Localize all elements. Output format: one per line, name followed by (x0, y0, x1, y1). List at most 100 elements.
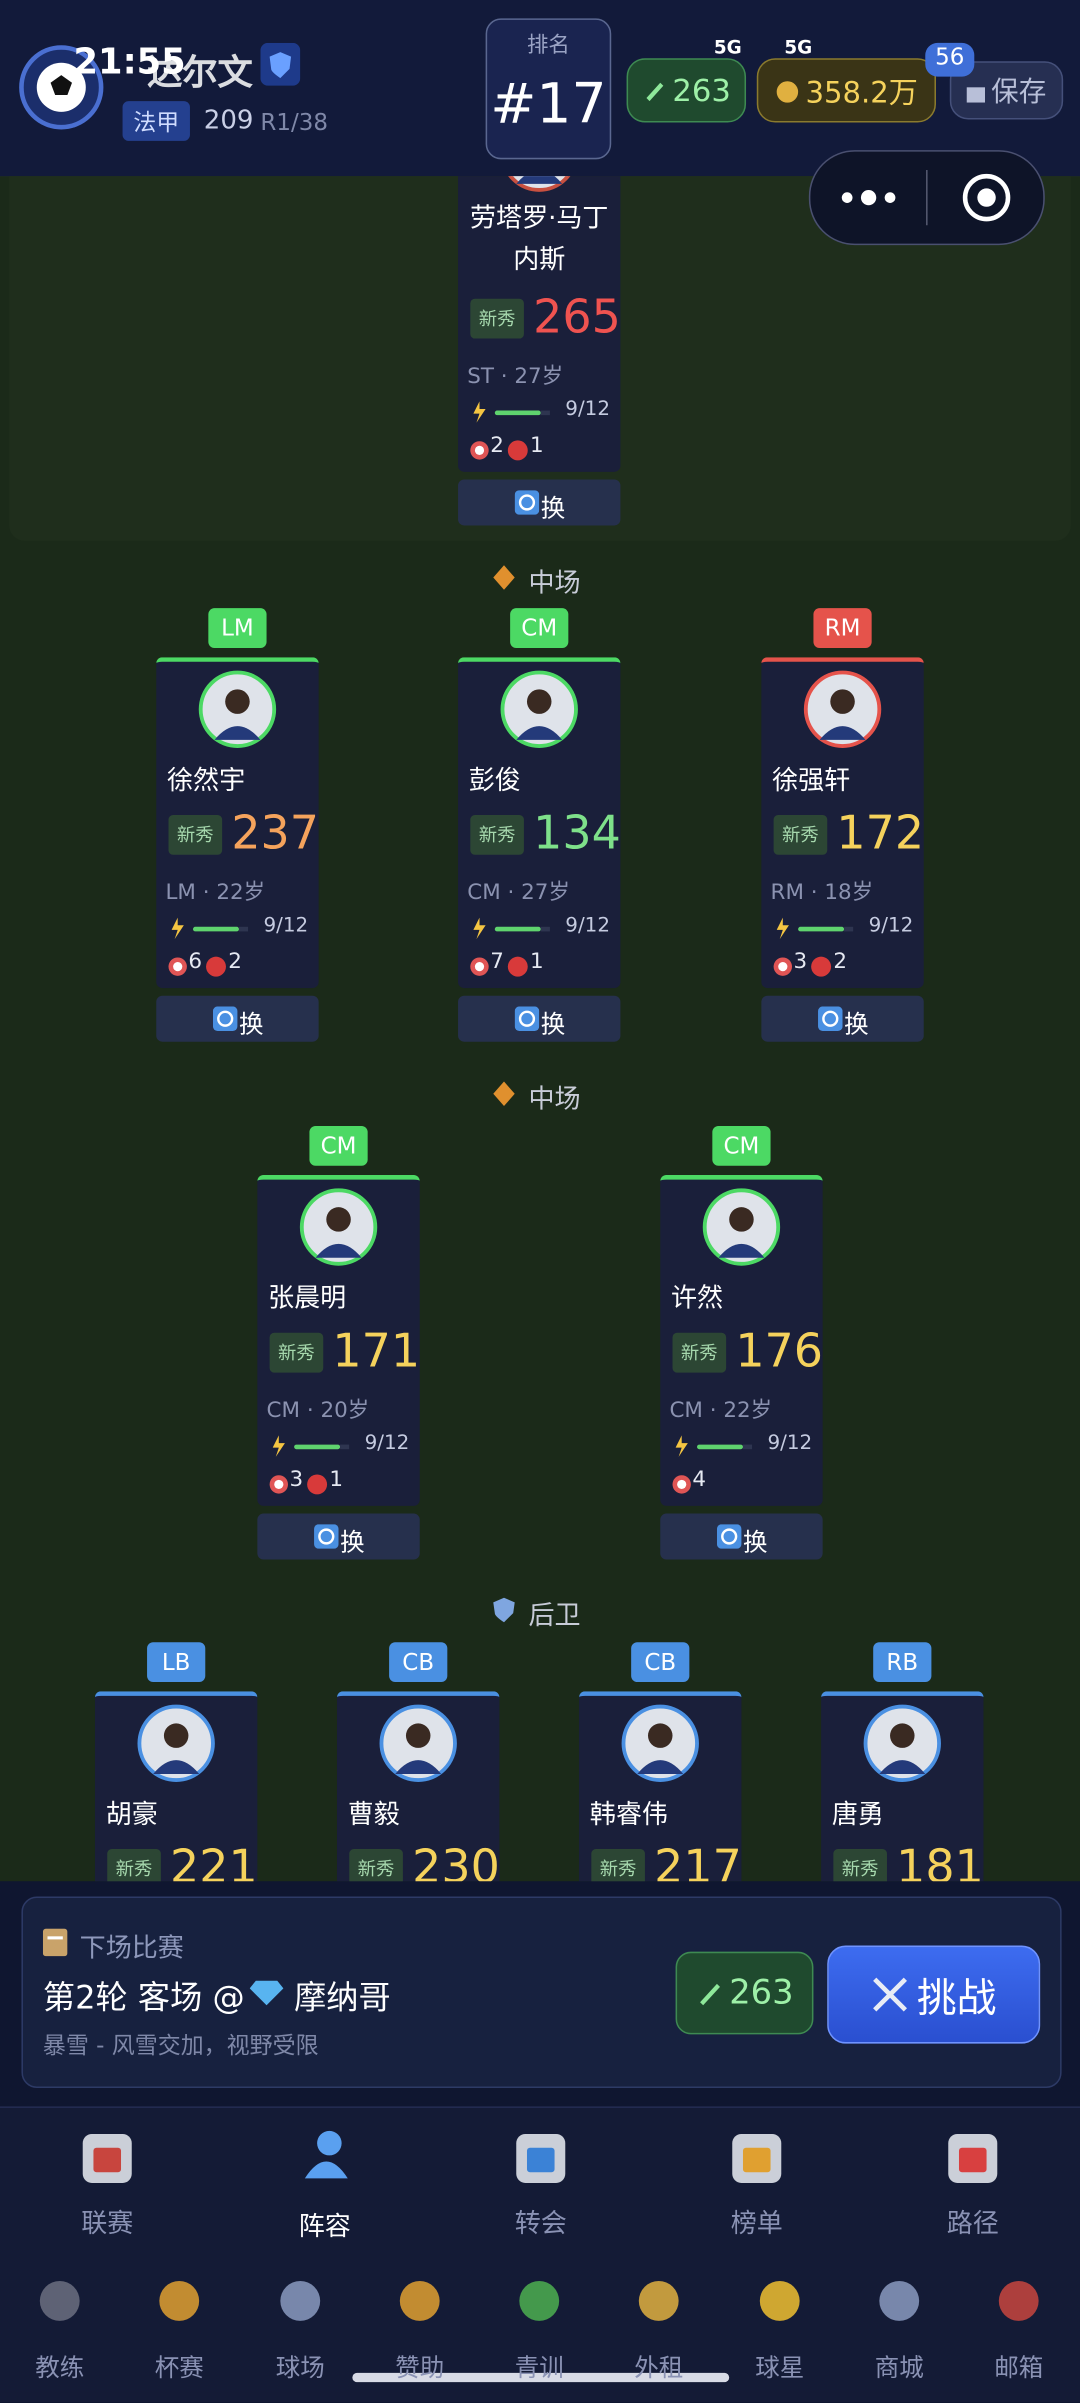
stamina: 9/12 (868, 914, 914, 938)
stamina-bar (171, 916, 249, 940)
avatar-svg (379, 1704, 457, 1783)
section-label: 中场 (528, 568, 581, 599)
player-name: 张晨明 (268, 1283, 347, 1315)
nav-icon-svg (399, 2281, 440, 2321)
goal-icon (167, 954, 188, 976)
capsule[interactable] (808, 150, 1045, 246)
status-time: 21:55 (73, 42, 186, 83)
nav-label[interactable]: 转会 (514, 2209, 567, 2240)
rookie-tag: 新秀 (672, 1332, 727, 1373)
player-name: 胡豪 (105, 1800, 158, 1831)
nav-label[interactable]: 教练 (35, 2353, 85, 2383)
nav-icon-svg (759, 2281, 800, 2321)
challenge-button[interactable]: 挑战 (827, 1945, 1041, 2044)
stamina-bar-svg (272, 1435, 350, 1457)
rookie-tag: 新秀 (470, 814, 524, 855)
position-badge: RB (873, 1642, 932, 1683)
goals: 6 (188, 949, 203, 975)
goals: 3 (289, 1467, 304, 1493)
nav-icon (395, 2276, 444, 2325)
card-icon-svg (307, 1474, 328, 1495)
nav-label[interactable]: 外租 (634, 2353, 684, 2383)
avatar-svg (299, 1188, 378, 1266)
clipboard-icon (42, 1928, 68, 1957)
swap-label: 换 (844, 1009, 869, 1039)
nav-label[interactable]: 杯赛 (154, 2353, 204, 2383)
swap-icon (212, 1006, 238, 1031)
nav-label[interactable]: 联赛 (81, 2209, 134, 2240)
swap-icon-svg (818, 1006, 843, 1031)
cards: 1 (329, 1467, 344, 1493)
position-age: CM · 20岁 (266, 1398, 370, 1424)
nav-label[interactable]: 商城 (874, 2353, 924, 2383)
goal-icon (671, 1472, 692, 1494)
cards: 1 (530, 433, 544, 459)
nav-icon (634, 2276, 683, 2325)
swap-button[interactable] (156, 995, 319, 1042)
stamina-bar (776, 916, 854, 940)
rating: 221 (170, 1841, 258, 1882)
opponent: 摩纳哥 (294, 1979, 391, 2017)
rookie-tag: 新秀 (591, 1849, 645, 1882)
player-name: 唐勇 (831, 1800, 884, 1831)
nav-icon-svg (304, 2130, 348, 2179)
rookie-tag: 新秀 (833, 1849, 887, 1882)
avatar (378, 1703, 458, 1783)
avatar-svg (863, 1704, 941, 1783)
stamina-bar (675, 1434, 753, 1457)
energy-icon (646, 82, 664, 102)
swap-icon (514, 1006, 540, 1031)
goal-icon (268, 1472, 289, 1494)
swap-icon-svg (514, 490, 540, 515)
nav-label[interactable]: 赞助 (395, 2353, 445, 2383)
rating: 181 (896, 1841, 984, 1882)
swap-icon (716, 1524, 742, 1549)
nav-label[interactable]: 阵容 (298, 2212, 351, 2243)
position-badge: RM (813, 608, 872, 648)
capsule-icons (841, 170, 1011, 226)
avatar (702, 1187, 782, 1267)
team-logo (19, 45, 104, 130)
nav-label[interactable]: 榜单 (730, 2209, 783, 2240)
position-badge: CM (309, 1125, 368, 1166)
nav-label[interactable]: 球星 (755, 2353, 805, 2383)
energy-pill[interactable]: 263 (626, 58, 747, 123)
position-badge: CM (712, 1125, 771, 1166)
nav-icon-svg (948, 2133, 998, 2183)
nav-label[interactable]: 邮箱 (994, 2353, 1044, 2383)
nav-label[interactable]: 青训 (514, 2353, 564, 2383)
goal-icon (469, 438, 490, 460)
avatar-svg (198, 670, 277, 748)
nav-icon (947, 2132, 999, 2187)
nav-icon (515, 2276, 564, 2325)
goal-icon (772, 954, 793, 976)
nav-icon (515, 2132, 567, 2187)
avatar (620, 1703, 700, 1783)
card-icon-svg (507, 956, 528, 977)
swap-label: 换 (742, 1527, 768, 1557)
swap-icon (818, 1006, 843, 1031)
cards: 2 (228, 949, 242, 975)
rookie-tag: 新秀 (773, 814, 828, 855)
next-match-title: 下场比赛 (79, 1933, 184, 1964)
swap-icon-svg (716, 1524, 742, 1549)
goal-icon (469, 954, 490, 976)
swap-icon (514, 490, 540, 515)
position-age: RM · 18岁 (770, 880, 874, 906)
swap-icon-svg (314, 1524, 339, 1549)
nav-icon-svg (638, 2281, 679, 2321)
position-age: CM · 22岁 (669, 1398, 773, 1424)
rating: 172 (836, 807, 925, 861)
stamina-bar (473, 400, 550, 423)
pitch: 劳塔罗·马丁内斯 新秀 265 ST · 27岁 9/12 2 1 换中场 LM 徐然宇 新秀 237… (0, 176, 1080, 1882)
avatar (136, 1703, 216, 1783)
nav-label[interactable]: 路径 (946, 2209, 999, 2240)
fixture: 第2轮 客场 @ (42, 1979, 245, 2017)
opponent-icon (249, 1980, 284, 2006)
nav-icon (875, 2276, 924, 2325)
money-pill[interactable]: 358.2万 (756, 58, 937, 123)
nav-icon-svg (732, 2133, 782, 2183)
stamina: 9/12 (767, 1432, 813, 1456)
goal-icon-svg (672, 1475, 691, 1494)
nav-label[interactable]: 球场 (275, 2353, 325, 2383)
